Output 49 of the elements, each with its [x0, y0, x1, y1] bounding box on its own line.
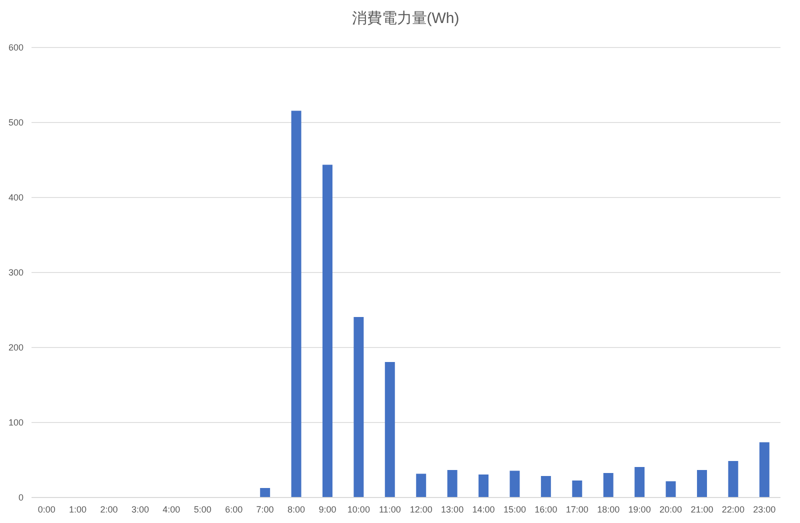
bar: [603, 473, 614, 497]
x-tick-label: 10:00: [347, 504, 370, 514]
y-tick-label: 0: [18, 492, 24, 502]
x-tick-label: 4:00: [162, 504, 180, 514]
x-tick-label: 17:00: [566, 504, 588, 514]
x-tick-label: 11:00: [378, 504, 401, 514]
y-tick-label: 600: [8, 42, 24, 52]
x-tick-label: 12:00: [410, 504, 432, 514]
bar: [416, 474, 426, 497]
x-tick-label: 15:00: [503, 504, 526, 514]
bar: [540, 476, 551, 497]
x-tick-label: 13:00: [441, 504, 464, 514]
bar: [666, 481, 676, 497]
bar: [572, 480, 582, 497]
bar: [634, 467, 645, 497]
bar: [384, 362, 395, 497]
x-tick-label: 9:00: [318, 504, 336, 514]
x-tick-label: 20:00: [660, 504, 682, 514]
x-tick-label: 0:00: [38, 504, 56, 514]
bar: [291, 110, 302, 497]
bar: [447, 470, 458, 497]
x-tick-label: 8:00: [288, 504, 306, 514]
x-tick-label: 18:00: [597, 504, 620, 514]
x-tick-label: 16:00: [534, 504, 558, 514]
y-tick-label: 500: [8, 118, 24, 128]
y-tick-label: 100: [8, 418, 24, 428]
x-tick-label: 6:00: [225, 504, 243, 514]
bar: [260, 488, 270, 497]
x-tick-label: 21:00: [690, 504, 714, 514]
y-tick-label: 200: [8, 342, 24, 352]
x-tick-label: 14:00: [472, 504, 495, 514]
x-tick-label: 1:00: [69, 504, 87, 514]
x-tick-label: 7:00: [256, 504, 274, 514]
x-tick-label: 19:00: [628, 504, 651, 514]
bar: [510, 470, 520, 497]
x-tick-label: 23:00: [753, 504, 776, 514]
x-tick-label: 2:00: [100, 504, 118, 514]
x-tick-label: 5:00: [194, 504, 212, 514]
y-tick-label: 300: [8, 268, 24, 278]
bar: [322, 164, 332, 497]
x-tick-label: 3:00: [131, 504, 149, 514]
bar: [728, 461, 738, 497]
bar: [696, 470, 707, 497]
bar: [354, 317, 364, 497]
bar: [759, 442, 770, 497]
bar: [478, 474, 489, 497]
chart-title: 消費電力量(Wh): [352, 10, 460, 27]
y-tick-label: 400: [8, 192, 24, 202]
x-tick-label: 22:00: [722, 504, 744, 514]
